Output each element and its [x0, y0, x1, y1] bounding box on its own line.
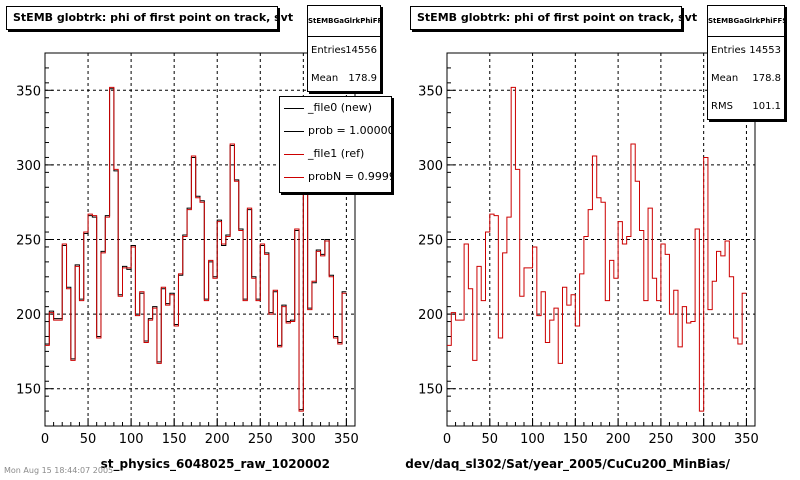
right-x-tick-label: 200 — [606, 432, 631, 447]
stats-label: Mean — [311, 73, 339, 84]
right-x-tick-label: 0 — [443, 432, 451, 447]
legend-entry-probn: probN = 0.999990 — [280, 166, 391, 189]
stats-value: 14553 — [749, 45, 781, 56]
left-y-tick-label: 200 — [16, 308, 41, 323]
right-x-tick-label: 250 — [648, 432, 673, 447]
legend-swatch — [284, 108, 304, 109]
legend-entry-file1: _file1 (ref) — [280, 143, 391, 166]
left-x-tick-label: 300 — [291, 432, 316, 447]
legend-box: _file0 (new) prob = 1.000000 _file1 (ref… — [279, 96, 392, 193]
left-y-tick-label: 250 — [16, 234, 41, 249]
left-x-tick-label: 100 — [119, 432, 144, 447]
stats-value: 178.9 — [348, 73, 377, 84]
left-stats-box: StEMBGaGlrkPhiFFS Entries 14556 Mean 178… — [307, 5, 381, 92]
right-x-tick-label: 100 — [520, 432, 545, 447]
left-y-tick-label: 300 — [16, 159, 41, 174]
right-x-tick-label: 350 — [734, 432, 759, 447]
right-stats-name: StEMBGaGlrkPhiFFS — [708, 6, 784, 37]
right-x-tick-label: 50 — [482, 432, 499, 447]
legend-label: probN = 0.999990 — [308, 170, 391, 183]
legend-entry-prob: prob = 1.000000 — [280, 120, 391, 143]
legend-label: _file1 (ref) — [308, 147, 365, 160]
legend-swatch — [284, 154, 304, 155]
right-stats-row-entries: Entries 14553 — [708, 37, 784, 65]
right-panel-title: StEMB globtrk: phi of first point on tra… — [410, 6, 697, 30]
left-x-tick-label: 50 — [80, 432, 97, 447]
left-x-tick-label: 200 — [205, 432, 230, 447]
stats-label: RMS — [711, 101, 733, 112]
right-y-tick-label: 200 — [418, 308, 443, 323]
stats-label: Entries — [311, 45, 346, 56]
stats-label: Entries — [711, 45, 746, 56]
left-stats-row-mean: Mean 178.9 — [308, 65, 380, 93]
right-stats-row-mean: Mean 178.8 — [708, 65, 784, 93]
legend-swatch — [284, 177, 304, 178]
left-histogram--file1-ref- — [45, 86, 347, 412]
stats-value: 101.1 — [752, 101, 781, 112]
right-y-tick-label: 150 — [418, 383, 443, 398]
right-histogram-series — [447, 86, 747, 412]
left-x-axis-label: st_physics_6048025_raw_1020002 — [101, 457, 330, 472]
legend-label: _file0 (new) — [308, 101, 373, 114]
right-stats-box: StEMBGaGlrkPhiFFS Entries 14553 Mean 178… — [707, 5, 785, 120]
legend-label: prob = 1.000000 — [308, 124, 391, 137]
right-x-tick-label: 300 — [691, 432, 716, 447]
right-x-axis-label: dev/daq_sl302/Sat/year_2005/CuCu200_MinB… — [405, 457, 730, 472]
stats-value: 14556 — [345, 45, 377, 56]
right-y-tick-label: 350 — [418, 84, 443, 99]
stats-label: Mean — [711, 73, 739, 84]
left-stats-row-entries: Entries 14556 — [308, 37, 380, 65]
right-stats-row-rms: RMS 101.1 — [708, 93, 784, 121]
footer-timestamp: Mon Aug 15 18:44:07 2005 — [4, 466, 114, 475]
legend-entry-file0: _file0 (new) — [280, 97, 391, 120]
right-y-tick-label: 250 — [418, 234, 443, 249]
legend-swatch — [284, 131, 304, 132]
left-panel-title: StEMB globtrk: phi of first point on tra… — [6, 6, 293, 30]
left-x-tick-label: 350 — [334, 432, 359, 447]
stats-value: 178.8 — [752, 73, 781, 84]
left-x-tick-label: 0 — [41, 432, 49, 447]
right-x-tick-label: 150 — [563, 432, 588, 447]
right-y-tick-label: 300 — [418, 159, 443, 174]
left-y-tick-label: 350 — [16, 84, 41, 99]
left-y-tick-label: 150 — [16, 383, 41, 398]
left-x-tick-label: 150 — [162, 432, 187, 447]
left-stats-name: StEMBGaGlrkPhiFFS — [308, 6, 380, 37]
left-x-tick-label: 250 — [248, 432, 273, 447]
